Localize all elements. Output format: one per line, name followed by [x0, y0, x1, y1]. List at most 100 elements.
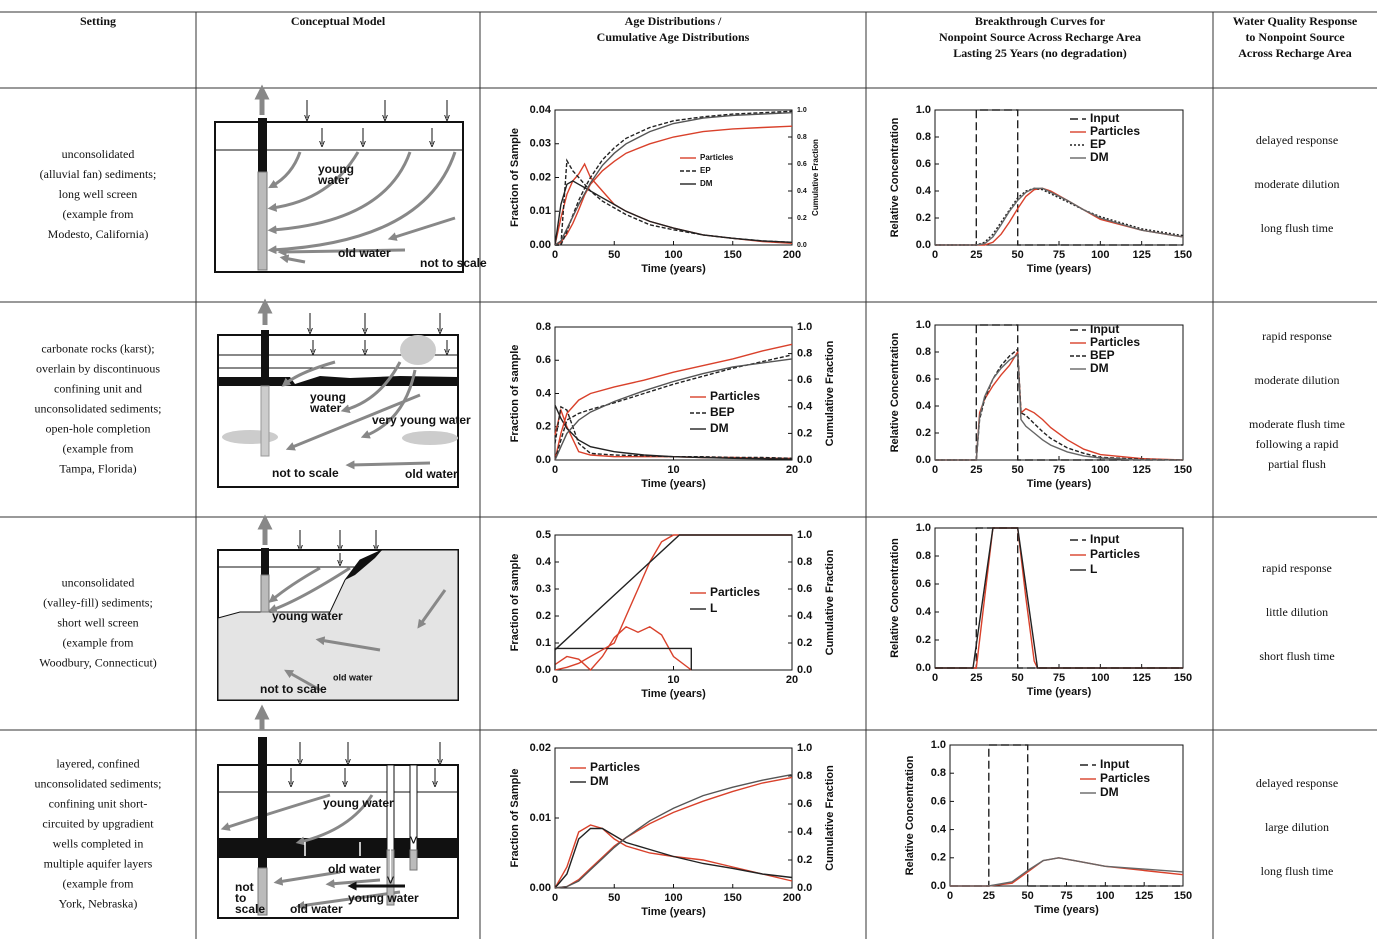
y-tick-label: 0.6	[916, 578, 931, 590]
x-axis-label: Time (years)	[1027, 686, 1092, 698]
y-tick-label: 0.02	[530, 742, 551, 754]
x-tick-label: 200	[783, 892, 801, 904]
setting-text: circuited by upgradient	[42, 816, 154, 830]
x-tick-label: 0	[552, 674, 558, 686]
diagram-shape	[273, 870, 341, 886]
y2-tick-label: 0.2	[797, 215, 807, 222]
x-axis-label: Time (years)	[641, 263, 706, 275]
diagram-shape	[267, 151, 457, 255]
y-tick-label: 0.03	[530, 138, 551, 150]
y-axis-label: Fraction of Sample	[509, 128, 521, 227]
legend-label: BEP	[710, 405, 735, 419]
series-line	[554, 647, 692, 670]
chart: 0 25 50 75 100 125 150 0.0 0.2 0.4 0.6 0.8 1.0 Time (…	[904, 739, 1192, 916]
response-text: long flush time	[1261, 864, 1334, 878]
plot-frame	[949, 744, 1184, 887]
x-tick-label: 150	[724, 892, 742, 904]
x-tick-label: 0	[552, 249, 558, 261]
diagram-label: old water	[290, 902, 343, 916]
y-tick-label: 0.0	[536, 454, 551, 466]
setting-text: (valley-fill) sediments;	[43, 595, 153, 609]
setting-text: Tampa, Florida)	[59, 461, 136, 475]
y-tick-label: 0.8	[536, 321, 551, 333]
legend-label: Input	[1090, 111, 1119, 125]
y2-axis-label: Cumulative Fraction	[824, 765, 836, 871]
diagram-shape	[220, 793, 331, 831]
x-tick-label: 50	[1012, 672, 1024, 684]
diagram-shape	[277, 247, 406, 257]
y-tick-label: 1.0	[916, 319, 931, 331]
series-line	[935, 527, 1183, 669]
y2-tick-label: 0.0	[797, 242, 807, 249]
y-tick-label: 1.0	[916, 522, 931, 534]
series-line	[950, 744, 1183, 887]
x-tick-label: 100	[1091, 672, 1109, 684]
y-tick-label: 0.6	[916, 373, 931, 385]
setting-text: confining unit short-	[49, 796, 148, 810]
legend-label: L	[710, 601, 717, 615]
x-tick-label: 100	[1096, 890, 1114, 902]
y2-tick-label: 0.0	[797, 882, 812, 894]
diagram-shape	[402, 431, 458, 445]
series-line	[554, 625, 692, 671]
series-line	[554, 112, 793, 246]
response-text: large dilution	[1265, 820, 1329, 834]
y2-tick-label: 0.6	[797, 583, 812, 595]
x-tick-label: 75	[1060, 890, 1072, 902]
y-axis-label: Relative Concentration	[889, 332, 901, 452]
diagram-shape	[268, 151, 302, 189]
y2-axis-label: Cumulative Fraction	[824, 549, 836, 655]
setting-text: overlain by discontinuous	[36, 361, 160, 375]
setting-text: unconsolidated	[62, 147, 135, 161]
series-line	[935, 527, 1183, 669]
y-tick-label: 1.0	[931, 739, 946, 751]
series-line	[554, 162, 793, 246]
x-axis-label: Time (years)	[641, 906, 706, 918]
series-line	[555, 158, 793, 246]
y-tick-label: 0.0	[931, 880, 946, 892]
x-tick-label: 125	[1135, 890, 1153, 902]
x-tick-label: 50	[608, 892, 620, 904]
diagram-shape	[260, 574, 270, 613]
response-text: rapid response	[1262, 329, 1332, 343]
y-tick-label: 0.4	[916, 400, 932, 412]
x-tick-label: 75	[1053, 672, 1065, 684]
y-tick-label: 0.6	[931, 795, 946, 807]
x-tick-label: 50	[1022, 890, 1034, 902]
response-text: long flush time	[1261, 221, 1334, 235]
series-line	[554, 180, 793, 246]
legend-label: Particles	[1090, 124, 1140, 138]
response-text: moderate dilution	[1255, 177, 1340, 191]
y-tick-label: 0.4	[536, 387, 552, 399]
y-tick-label: 0.04	[530, 104, 552, 116]
diagram-shape	[218, 838, 458, 858]
x-tick-label: 125	[1132, 464, 1150, 476]
x-tick-label: 0	[552, 892, 558, 904]
y2-tick-label: 0.0	[797, 664, 812, 676]
legend-label: Particles	[700, 153, 734, 162]
x-axis-label: Time (years)	[1034, 904, 1099, 916]
x-axis-label: Time (years)	[641, 688, 706, 700]
legend-label: DM	[590, 774, 609, 788]
y2-tick-label: 0.4	[797, 610, 813, 622]
diagram-label: old water	[405, 467, 458, 481]
setting-text: multiple aquifer layers	[44, 856, 153, 870]
header-text: Setting	[80, 14, 116, 28]
legend-label: Input	[1090, 322, 1119, 336]
legend-label: L	[1090, 562, 1097, 576]
diagram-shape	[315, 636, 381, 652]
legend-label: DM	[710, 421, 729, 435]
y2-tick-label: 0.0	[797, 454, 812, 466]
y-tick-label: 0.2	[916, 212, 931, 224]
setting-text: carbonate rocks (karst);	[41, 341, 154, 355]
series-line	[554, 534, 792, 651]
legend-label: Input	[1090, 532, 1119, 546]
y2-tick-label: 0.2	[797, 854, 812, 866]
diagram-shape	[261, 330, 269, 386]
x-tick-label: 25	[983, 890, 995, 902]
x-axis-label: Time (years)	[641, 478, 706, 490]
y-tick-label: 0.2	[916, 634, 931, 646]
diagram-label: young water	[309, 390, 346, 415]
y-tick-label: 0.8	[916, 550, 931, 562]
